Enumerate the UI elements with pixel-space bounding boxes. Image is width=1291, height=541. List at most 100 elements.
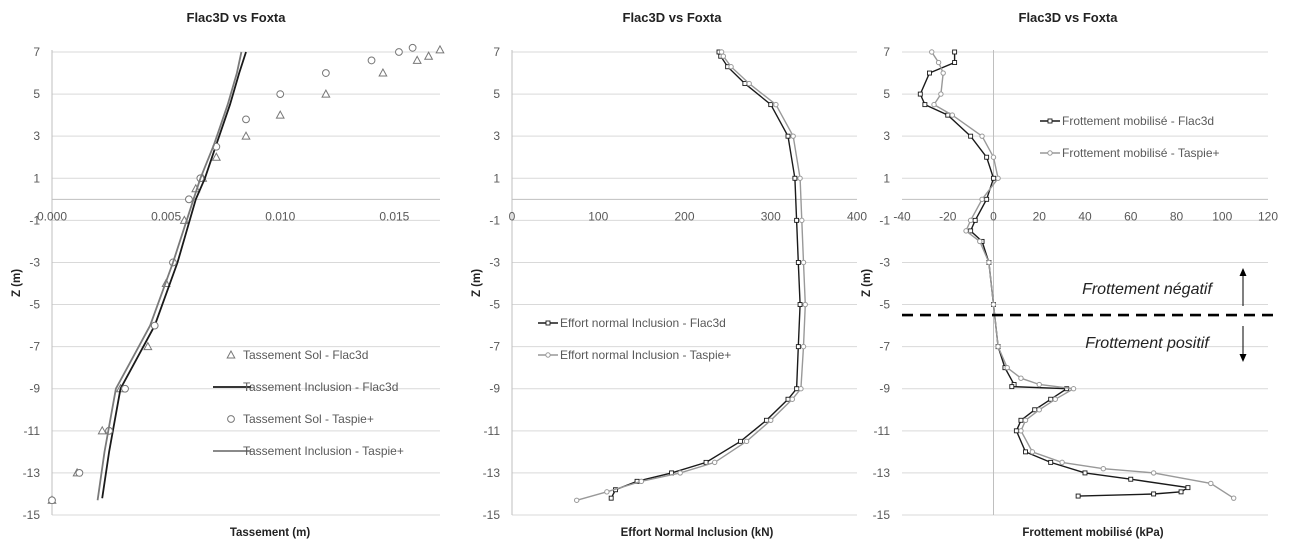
series-1 (917, 49, 1191, 499)
y-tick-label: -1 (879, 213, 890, 227)
data-point (1018, 428, 1024, 434)
y-tick-label: 3 (493, 129, 500, 143)
data-point (121, 384, 129, 393)
chart-panel-2: 7 5 3 1 -1 -3 -5 -7 -9 -11 -13 -15 0 100 200 300 400 Flac… (471, 10, 867, 539)
x-axis-title: Effort Normal Inclusion (kN) (621, 527, 774, 539)
data-point (927, 70, 932, 76)
data-point (763, 417, 769, 423)
data-point (1018, 375, 1024, 381)
series-line (610, 51, 801, 499)
data-point (275, 110, 285, 119)
series-2 (573, 49, 808, 503)
y-axis-title: Z (m) (471, 269, 483, 297)
x-tick-label: 100 (588, 209, 608, 223)
y-tick-label: -11 (484, 424, 501, 438)
chart-title: Flac3D vs Foxta (623, 10, 723, 25)
data-point (143, 341, 153, 351)
data-point (742, 81, 748, 87)
legend-entry: Tassement Sol - Taspie+ (227, 412, 374, 426)
legend-entry: Effort normal Inclusion - Taspie+ (538, 348, 731, 362)
data-point (150, 321, 159, 330)
data-point (799, 217, 805, 224)
data-point (1082, 470, 1088, 476)
x-tick-label: 80 (1170, 209, 1184, 223)
data-point (968, 228, 974, 234)
data-point (797, 302, 803, 307)
x-tick-label: 400 (847, 209, 867, 223)
data-point (718, 49, 725, 55)
data-point (773, 101, 779, 108)
data-point (48, 496, 56, 505)
data-point (792, 175, 798, 181)
series-1 (608, 49, 803, 501)
series-line (919, 52, 1190, 497)
legend-label: Tassement Inclusion - Flac3d (243, 380, 398, 394)
data-point (1208, 480, 1214, 487)
data-point (711, 459, 718, 466)
data-point (795, 260, 801, 265)
x-tick-label: 300 (761, 209, 781, 223)
data-point (986, 259, 992, 266)
x-tick-label: 120 (1258, 209, 1278, 223)
data-point (738, 438, 744, 444)
y-tick-label: -7 (879, 340, 890, 354)
data-point (952, 60, 958, 65)
data-point (1070, 386, 1077, 392)
data-point (1100, 466, 1107, 472)
legend-label: Frottement mobilisé - Taspie+ (1062, 146, 1220, 160)
x-tick-label: 20 (1033, 209, 1047, 223)
data-point (97, 425, 107, 435)
data-point (963, 228, 969, 234)
x-tick-label: 60 (1124, 209, 1138, 223)
data-point (728, 64, 734, 70)
y-tick-label: 5 (493, 87, 500, 101)
data-point (935, 59, 942, 66)
y-tick-label: -11 (874, 424, 891, 438)
data-point (1178, 489, 1184, 495)
y-tick-label: -13 (873, 466, 891, 480)
legend-label: Effort normal Inclusion - Taspie+ (560, 348, 731, 362)
data-point (968, 133, 974, 139)
y-tick-label: -15 (873, 508, 891, 522)
legend-entry: Tassement Inclusion - Taspie+ (213, 444, 404, 458)
x-tick-label: 40 (1078, 209, 1092, 223)
x-tick-label: 0.015 (379, 209, 409, 223)
series-line (96, 51, 243, 501)
y-tick-label: 1 (33, 171, 40, 185)
data-point (979, 133, 985, 139)
legend-entry: Tassement Inclusion - Flac3d (213, 380, 398, 394)
data-point (1013, 428, 1019, 434)
x-tick-label: -40 (893, 209, 911, 223)
x-tick-label: 0.000 (37, 209, 67, 223)
data-point (789, 396, 796, 402)
y-tick-label: 7 (493, 45, 500, 59)
data-point (746, 80, 752, 87)
data-point (1151, 491, 1157, 497)
y-tick-label: 7 (883, 45, 890, 59)
y-tick-label: -9 (29, 382, 40, 396)
y-tick-label: 5 (33, 87, 40, 101)
data-point (931, 101, 937, 108)
data-point (977, 238, 983, 245)
series-line (931, 51, 1235, 499)
chart-panel-3: 7 5 3 1 -1 -3 -5 -7 -9 -11 -13 -15 -40 -20 0 20 40 60 80 10… (861, 10, 1278, 539)
arrow-down-head (1239, 354, 1247, 362)
y-tick-label: -1 (29, 213, 40, 227)
data-point (573, 497, 580, 503)
data-point (1048, 459, 1054, 465)
y-tick-label: -13 (23, 466, 41, 480)
data-point (929, 49, 935, 55)
data-point (768, 417, 774, 423)
data-point (995, 175, 1001, 181)
y-tick-label: -5 (29, 298, 40, 312)
data-point (1052, 396, 1058, 402)
data-point (785, 133, 791, 139)
data-point (1047, 150, 1053, 156)
x-tick-label: 100 (1212, 209, 1232, 223)
data-point (1023, 449, 1028, 455)
y-tick-label: -7 (489, 340, 500, 354)
data-point (321, 89, 331, 98)
annotation-lower: Frottement positif (1085, 335, 1210, 352)
data-point (395, 48, 403, 56)
